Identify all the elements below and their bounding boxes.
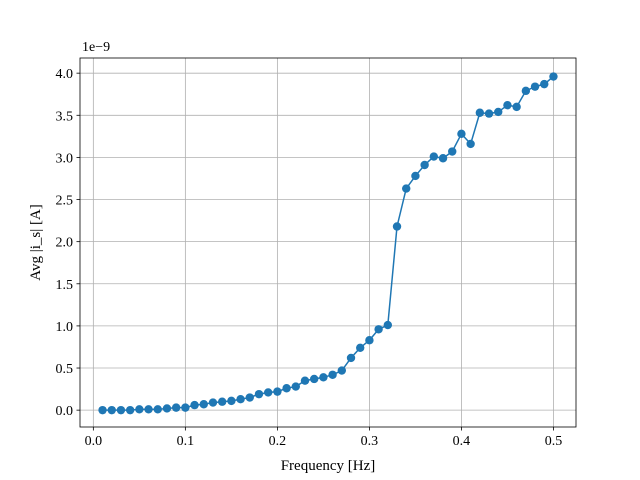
data-point bbox=[236, 394, 245, 404]
data-point bbox=[245, 393, 254, 402]
y-tick-label: 2.5 bbox=[56, 194, 74, 209]
data-point bbox=[429, 152, 439, 161]
data-point bbox=[383, 320, 393, 330]
data-point bbox=[208, 398, 218, 407]
data-point bbox=[144, 405, 153, 414]
data-point bbox=[448, 147, 457, 156]
data-point bbox=[530, 82, 540, 91]
data-point bbox=[356, 343, 365, 353]
x-tick-label: 0.5 bbox=[545, 434, 563, 449]
data-point bbox=[475, 108, 485, 117]
x-axis-label: Frequency [Hz] bbox=[281, 458, 376, 474]
data-point bbox=[125, 405, 135, 415]
data-point bbox=[190, 400, 199, 410]
y-tick-label: 2.0 bbox=[56, 236, 74, 251]
data-point bbox=[328, 370, 337, 379]
data-point bbox=[319, 373, 328, 382]
x-tick-label: 0.3 bbox=[361, 434, 379, 449]
data-point bbox=[540, 79, 549, 89]
x-axis-ticks: 0.0 0.1 0.2 0.3 0.4 0.5 bbox=[85, 427, 563, 449]
data-point bbox=[374, 325, 383, 334]
plot-frame bbox=[79, 57, 577, 428]
data-point bbox=[337, 366, 347, 375]
data-point bbox=[291, 382, 300, 391]
data-point bbox=[282, 384, 291, 393]
x-tick-label: 0.4 bbox=[453, 434, 471, 449]
data-point bbox=[227, 396, 236, 406]
y-tick-label: 1.0 bbox=[56, 320, 74, 335]
series-line bbox=[102, 75, 554, 411]
data-point bbox=[98, 405, 107, 415]
data-point bbox=[438, 154, 448, 163]
y-tick-label: 3.5 bbox=[56, 109, 74, 124]
x-tick-label: 0.0 bbox=[85, 434, 103, 449]
data-point bbox=[411, 171, 420, 181]
y-tick-label: 0.0 bbox=[56, 404, 74, 419]
y-tick-label: 4.0 bbox=[56, 67, 74, 82]
data-point bbox=[484, 109, 494, 118]
data-point bbox=[512, 102, 521, 112]
data-series bbox=[98, 72, 558, 415]
data-point bbox=[199, 400, 208, 409]
data-point bbox=[181, 403, 190, 412]
y-tick-label: 1.5 bbox=[56, 278, 74, 293]
data-point bbox=[402, 184, 411, 193]
data-point bbox=[365, 336, 374, 345]
data-point bbox=[503, 100, 512, 110]
y-tick-label: 0.5 bbox=[56, 362, 74, 377]
x-tick-label: 0.2 bbox=[269, 434, 287, 449]
data-point bbox=[457, 129, 466, 139]
data-point bbox=[420, 160, 429, 170]
data-point bbox=[107, 405, 116, 415]
y-axis-offset-label: 1e−9 bbox=[82, 40, 110, 55]
data-point bbox=[309, 374, 319, 384]
data-point bbox=[346, 353, 356, 363]
data-point bbox=[466, 139, 475, 149]
data-point bbox=[521, 86, 531, 96]
x-tick-label: 0.1 bbox=[177, 434, 195, 449]
y-tick-label: 3.0 bbox=[56, 151, 74, 166]
data-point bbox=[494, 107, 503, 117]
data-point bbox=[153, 405, 162, 414]
y-axis-label: Avg |i_s| [A] bbox=[28, 204, 44, 281]
y-axis-ticks: 0.0 0.5 1.0 1.5 2.0 2.5 3.0 3.5 4.0 bbox=[56, 67, 80, 419]
data-point bbox=[116, 405, 126, 415]
data-point bbox=[171, 403, 181, 412]
data-point bbox=[300, 376, 310, 385]
data-point bbox=[273, 387, 282, 396]
data-point bbox=[135, 405, 144, 414]
data-point bbox=[263, 388, 273, 397]
grid bbox=[80, 58, 576, 427]
data-point bbox=[217, 397, 227, 406]
data-point bbox=[392, 222, 402, 231]
data-point bbox=[549, 72, 558, 81]
data-point bbox=[162, 404, 172, 413]
data-point bbox=[254, 389, 264, 399]
